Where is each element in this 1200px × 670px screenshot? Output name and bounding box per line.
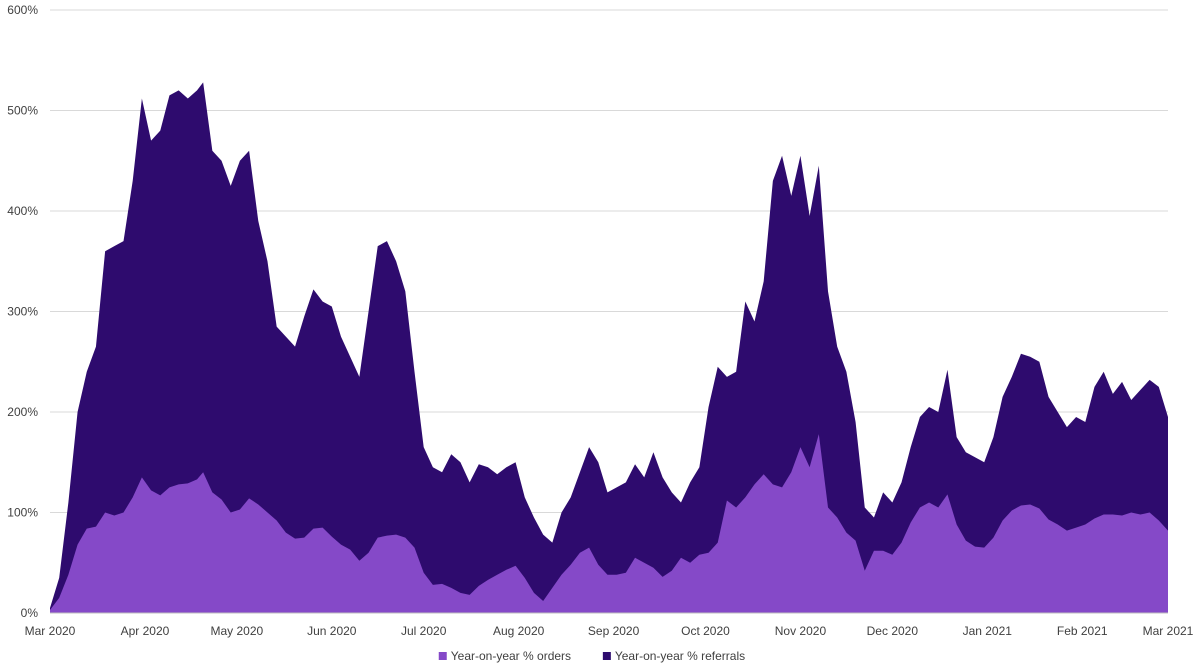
y-tick-label: 300% bbox=[7, 305, 38, 319]
area-year-on-year-orders bbox=[50, 434, 1168, 613]
x-tick-label: Jun 2020 bbox=[307, 624, 357, 638]
x-tick-label: Oct 2020 bbox=[681, 624, 730, 638]
area-year-on-year-referrals bbox=[50, 82, 1168, 614]
x-tick-label: Jan 2021 bbox=[963, 624, 1013, 638]
x-axis: Mar 2020 Apr 2020 May 2020 Jun 2020 Jul 2020… bbox=[25, 612, 1194, 638]
y-tick-label: 200% bbox=[7, 405, 38, 419]
x-tick-label: Nov 2020 bbox=[775, 624, 827, 638]
y-tick-label: 500% bbox=[7, 104, 38, 118]
legend: Year-on-year % orders Year-on-year % refe… bbox=[438, 649, 745, 663]
x-tick-label: May 2020 bbox=[210, 624, 263, 638]
y-axis: 0% 100% 200% 300% 400% 500% 600% bbox=[7, 3, 38, 620]
x-tick-label: Sep 2020 bbox=[588, 624, 640, 638]
x-tick-label: Mar 2020 bbox=[25, 624, 76, 638]
area-series-layer bbox=[50, 82, 1168, 614]
legend-swatch-year-on-year-orders bbox=[438, 652, 447, 660]
y-tick-label: 400% bbox=[7, 204, 38, 218]
legend-label-year-on-year-referrals: Year-on-year % referrals bbox=[615, 649, 745, 663]
legend-label-year-on-year-orders: Year-on-year % orders bbox=[451, 649, 571, 663]
x-tick-label: Apr 2020 bbox=[121, 624, 170, 638]
y-tick-label: 600% bbox=[7, 3, 38, 17]
legend-swatch-year-on-year-referrals bbox=[602, 652, 611, 660]
y-tick-label: 0% bbox=[21, 606, 39, 620]
x-tick-label: Jul 2020 bbox=[401, 624, 447, 638]
y-tick-label: 100% bbox=[7, 506, 38, 520]
x-tick-label: Feb 2021 bbox=[1057, 624, 1108, 638]
x-tick-label: Dec 2020 bbox=[867, 624, 919, 638]
x-tick-label: Mar 2021 bbox=[1143, 624, 1194, 638]
x-tick-label: Aug 2020 bbox=[493, 624, 545, 638]
